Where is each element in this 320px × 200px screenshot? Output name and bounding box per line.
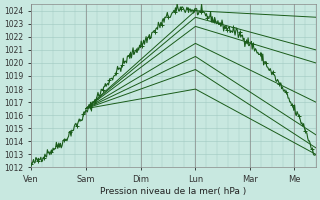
- X-axis label: Pression niveau de la mer( hPa ): Pression niveau de la mer( hPa ): [100, 187, 247, 196]
